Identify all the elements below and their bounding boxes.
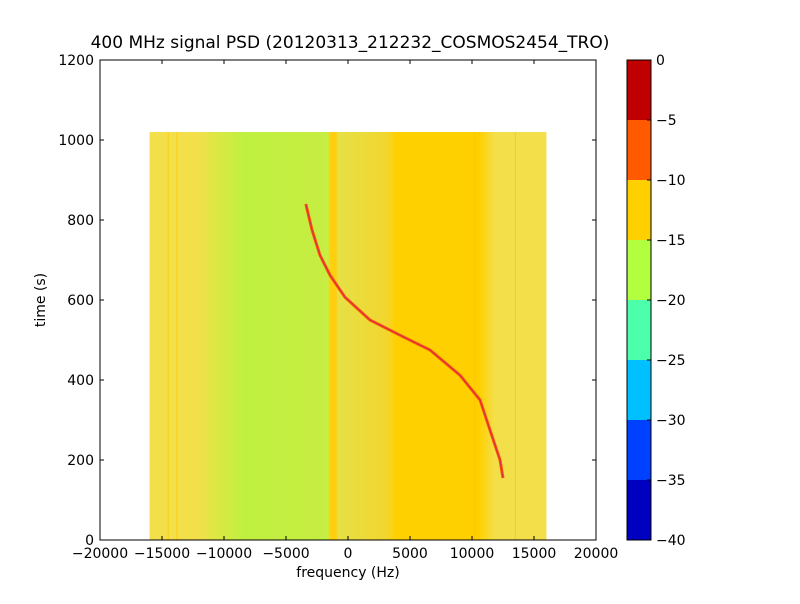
x-tick-label: 15000 (512, 546, 557, 562)
spectrogram-background (149, 132, 547, 540)
colorbar-tick-label: −30 (656, 413, 686, 429)
y-axis-label: time (s) (33, 273, 49, 327)
y-tick-label: 200 (67, 453, 94, 469)
colorbar-tick-label: −25 (656, 353, 686, 369)
y-tick-label: 1000 (58, 133, 94, 149)
colorbar-tick-label: −10 (656, 173, 686, 189)
colorbar-tick-label: −35 (656, 473, 686, 489)
x-tick-label: 20000 (574, 546, 619, 562)
colorbar-segment (627, 60, 651, 120)
x-tick-label: −15000 (134, 546, 190, 562)
x-tick-label: 5000 (392, 546, 428, 562)
chart-title: 400 MHz signal PSD (20120313_212232_COSM… (91, 33, 610, 53)
x-tick-label: −20000 (72, 546, 128, 562)
colorbar-tick-label: −5 (656, 113, 677, 129)
colorbar-tick-label: −20 (656, 293, 686, 309)
colorbar-segment (627, 180, 651, 240)
y-tick-label: 400 (67, 373, 94, 389)
colorbar-segment (627, 360, 651, 420)
colorbar-segment (627, 120, 651, 180)
colorbar-tick-label: 0 (656, 53, 665, 69)
colorbar-segment (627, 420, 651, 480)
x-tick-label: 0 (344, 546, 353, 562)
y-tick-label: 800 (67, 213, 94, 229)
x-tick-label: −10000 (196, 546, 252, 562)
colorbar-tick-label: −40 (656, 533, 686, 549)
colorbar-segment (627, 480, 651, 540)
y-tick-label: 0 (85, 533, 94, 549)
x-axis-label: frequency (Hz) (296, 565, 399, 581)
colorbar-segment (627, 300, 651, 360)
colorbar: −40 −35 −30 −25 −20 −15 −10 −5 0 (626, 53, 686, 549)
colorbar-segment (627, 240, 651, 300)
y-tick-label: 1200 (58, 53, 94, 69)
colorbar-tick-label: −15 (656, 233, 686, 249)
plot-area: −20000 −15000 −10000 −5000 0 5000 10000 15000 20… (58, 53, 618, 562)
x-tick-label: −5000 (262, 546, 309, 562)
y-tick-label: 600 (67, 293, 94, 309)
x-tick-label: 10000 (450, 546, 495, 562)
signal-trace (305, 203, 504, 479)
